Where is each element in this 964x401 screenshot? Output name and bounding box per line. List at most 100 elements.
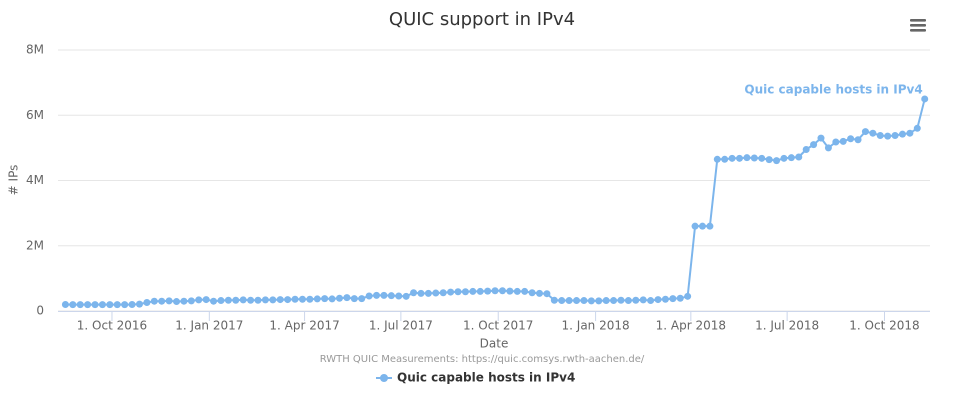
data-point <box>284 296 292 304</box>
data-point <box>61 300 69 308</box>
data-point <box>135 300 143 308</box>
data-point <box>498 287 506 295</box>
data-point <box>595 297 603 305</box>
data-point <box>913 124 921 132</box>
data-point <box>661 295 669 303</box>
data-point <box>513 287 521 295</box>
data-point <box>380 291 388 299</box>
data-point <box>647 297 655 305</box>
data-point <box>721 155 729 163</box>
x-axis-title: Date <box>480 337 509 351</box>
data-point <box>898 130 906 138</box>
data-point <box>780 154 788 162</box>
data-point <box>476 287 484 295</box>
data-point <box>91 301 99 309</box>
data-point <box>543 290 551 298</box>
data-point <box>232 296 240 304</box>
data-point <box>276 296 284 304</box>
data-point <box>861 128 869 136</box>
data-point <box>217 297 225 305</box>
data-point <box>676 294 684 302</box>
y-tick-label: 2M <box>26 238 44 252</box>
data-point <box>247 296 255 304</box>
data-point <box>706 222 714 230</box>
y-tick-label: 0 <box>36 304 44 318</box>
data-point <box>291 295 299 303</box>
data-point <box>684 292 692 300</box>
data-point <box>254 296 262 304</box>
data-point <box>580 297 588 305</box>
data-point <box>454 288 462 296</box>
x-tick-label: 1. Apr 2017 <box>269 319 339 333</box>
data-point <box>624 297 632 305</box>
data-point <box>128 300 136 308</box>
data-point <box>202 296 210 304</box>
x-tick-label: 1. Jan 2018 <box>562 319 630 333</box>
data-point <box>876 131 884 139</box>
x-tick-label: 1. Jul 2017 <box>369 319 433 333</box>
data-point <box>558 297 566 305</box>
credits: RWTH QUIC Measurements: https://quic.com… <box>320 354 645 365</box>
data-point <box>484 287 492 295</box>
menu-bar <box>910 19 926 22</box>
data-point <box>84 301 92 309</box>
menu-bar <box>910 24 926 27</box>
y-tick-label: 4M <box>26 173 44 187</box>
data-point <box>632 296 640 304</box>
data-point <box>817 134 825 142</box>
data-point <box>758 154 766 162</box>
data-point <box>750 154 758 162</box>
data-point <box>395 292 403 300</box>
data-point <box>921 95 929 103</box>
data-point <box>639 296 647 304</box>
data-point <box>98 301 106 309</box>
data-point <box>439 289 447 297</box>
data-point <box>669 295 677 303</box>
data-point <box>239 296 247 304</box>
data-point <box>417 289 425 297</box>
series-line <box>65 98 926 306</box>
data-point <box>335 294 343 302</box>
data-point <box>824 144 832 152</box>
data-point <box>343 294 351 302</box>
menu-bar <box>910 29 926 32</box>
y-tick-label: 8M <box>26 43 44 57</box>
data-point <box>550 296 558 304</box>
data-point <box>269 296 277 304</box>
data-point <box>521 287 529 295</box>
menu-button[interactable] <box>908 17 928 33</box>
data-point <box>839 137 847 145</box>
legend-label: Quic capable hosts in IPv4 <box>397 371 575 385</box>
data-point <box>165 297 173 305</box>
data-point <box>832 138 840 146</box>
data-point <box>884 132 892 140</box>
y-tick-label: 6M <box>26 108 44 122</box>
data-point <box>743 154 751 162</box>
data-point <box>150 297 158 305</box>
data-point <box>602 297 610 305</box>
data-point <box>424 289 432 297</box>
data-point <box>587 297 595 305</box>
data-point <box>313 295 321 303</box>
data-point <box>195 296 203 304</box>
data-point <box>373 291 381 299</box>
data-point <box>528 289 536 297</box>
x-tick-label: 1. Oct 2018 <box>849 319 919 333</box>
data-point <box>773 157 781 165</box>
data-point <box>402 292 410 300</box>
data-point <box>698 222 706 230</box>
data-point <box>728 154 736 162</box>
data-point <box>491 287 499 295</box>
x-tick-label: 1. Oct 2016 <box>77 319 147 333</box>
data-point <box>506 287 514 295</box>
data-point <box>617 296 625 304</box>
data-point <box>469 287 477 295</box>
data-point <box>328 295 336 303</box>
data-point <box>765 156 773 164</box>
data-point <box>610 297 618 305</box>
x-tick-label: 1. Apr 2018 <box>656 319 726 333</box>
data-point <box>565 297 573 305</box>
data-point <box>158 297 166 305</box>
data-point <box>795 153 803 161</box>
